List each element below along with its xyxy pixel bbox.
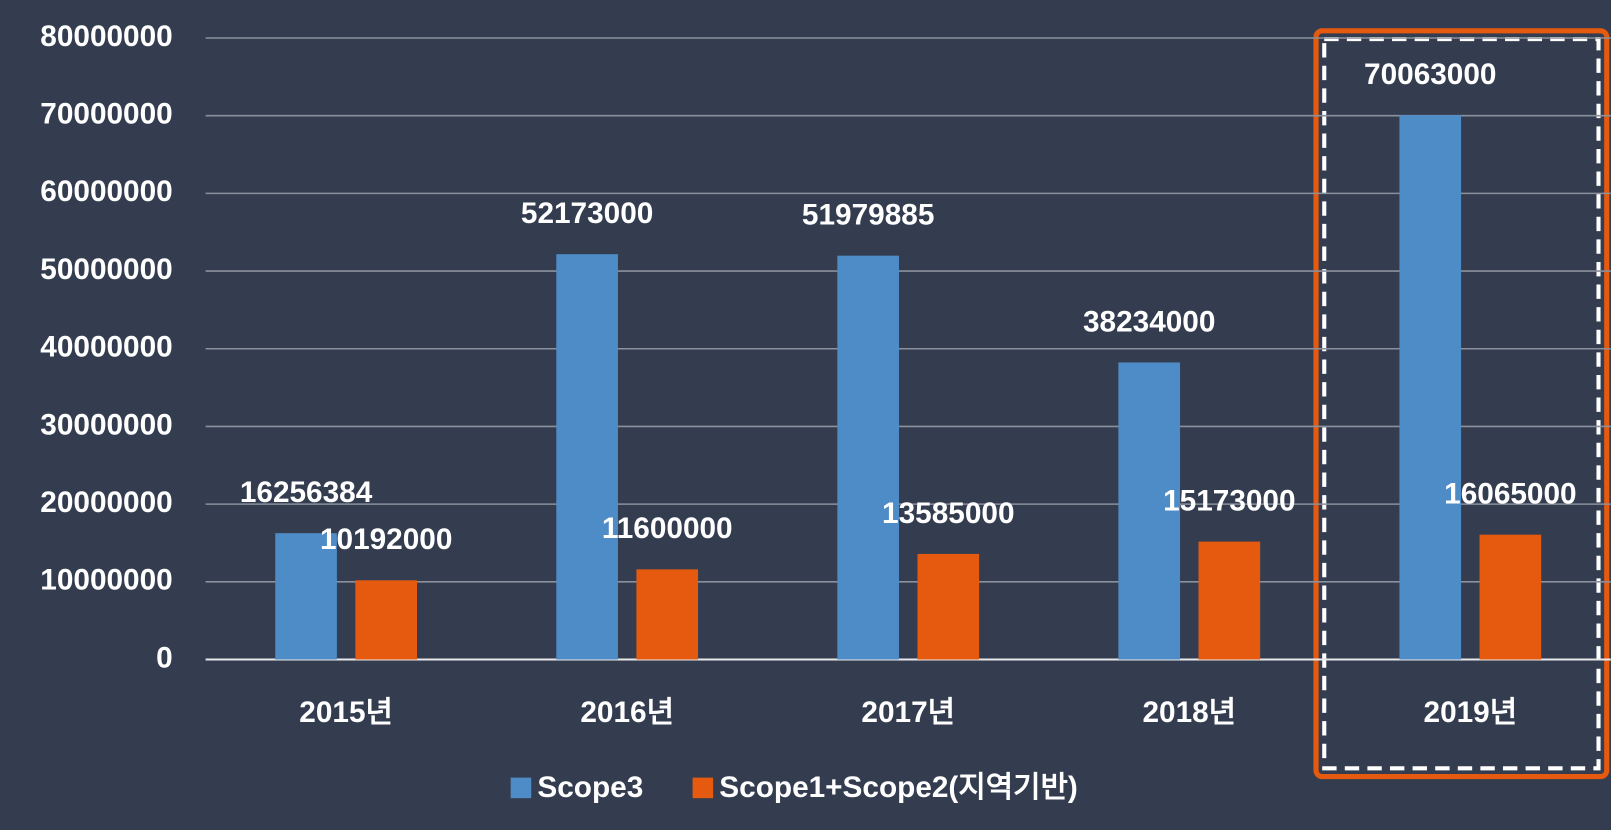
- data-label: 38234000: [1083, 305, 1215, 338]
- legend-label: Scope3: [537, 771, 643, 804]
- x-tick-label: 2018년: [1142, 696, 1236, 729]
- highlight-box: [1313, 28, 1610, 780]
- x-tick-label: 2019년: [1424, 696, 1518, 729]
- bar: [1399, 115, 1462, 660]
- x-tick-label: 2015년: [299, 696, 393, 729]
- y-tick-label: 40000000: [40, 331, 172, 364]
- y-tick-label: 70000000: [40, 98, 172, 131]
- bar: [1118, 362, 1181, 660]
- data-label: 11600000: [602, 512, 733, 545]
- legend-swatch: [692, 777, 714, 799]
- bar: [837, 255, 899, 660]
- bar: [355, 580, 418, 660]
- bar: [556, 254, 618, 660]
- y-tick-label: 10000000: [40, 564, 172, 597]
- data-label: 52173000: [521, 197, 653, 230]
- y-tick-label: 0: [156, 641, 173, 674]
- bar: [1479, 534, 1542, 660]
- bar: [917, 553, 980, 660]
- data-label: 10192000: [320, 523, 452, 556]
- legend-label: Scope1+Scope2(지역기반): [719, 771, 1078, 804]
- y-tick-label: 50000000: [40, 253, 172, 286]
- data-label: 15173000: [1163, 484, 1295, 517]
- y-tick-label: 80000000: [40, 20, 172, 53]
- y-tick-label: 60000000: [40, 175, 172, 208]
- bar: [1198, 541, 1261, 660]
- bar: [636, 569, 699, 660]
- bar: [275, 533, 337, 660]
- data-label: 16256384: [240, 476, 373, 509]
- data-label: 51979885: [802, 199, 934, 232]
- x-tick-label: 2016년: [580, 696, 674, 729]
- y-tick-label: 20000000: [40, 486, 172, 519]
- data-label: 70063000: [1364, 58, 1496, 91]
- x-tick-label: 2017년: [861, 696, 955, 729]
- legend-swatch: [510, 777, 532, 799]
- highlight-dash: [1322, 36, 1601, 771]
- data-label: 16065000: [1444, 478, 1576, 511]
- data-label: 13585000: [882, 497, 1014, 530]
- y-tick-label: 30000000: [40, 408, 172, 441]
